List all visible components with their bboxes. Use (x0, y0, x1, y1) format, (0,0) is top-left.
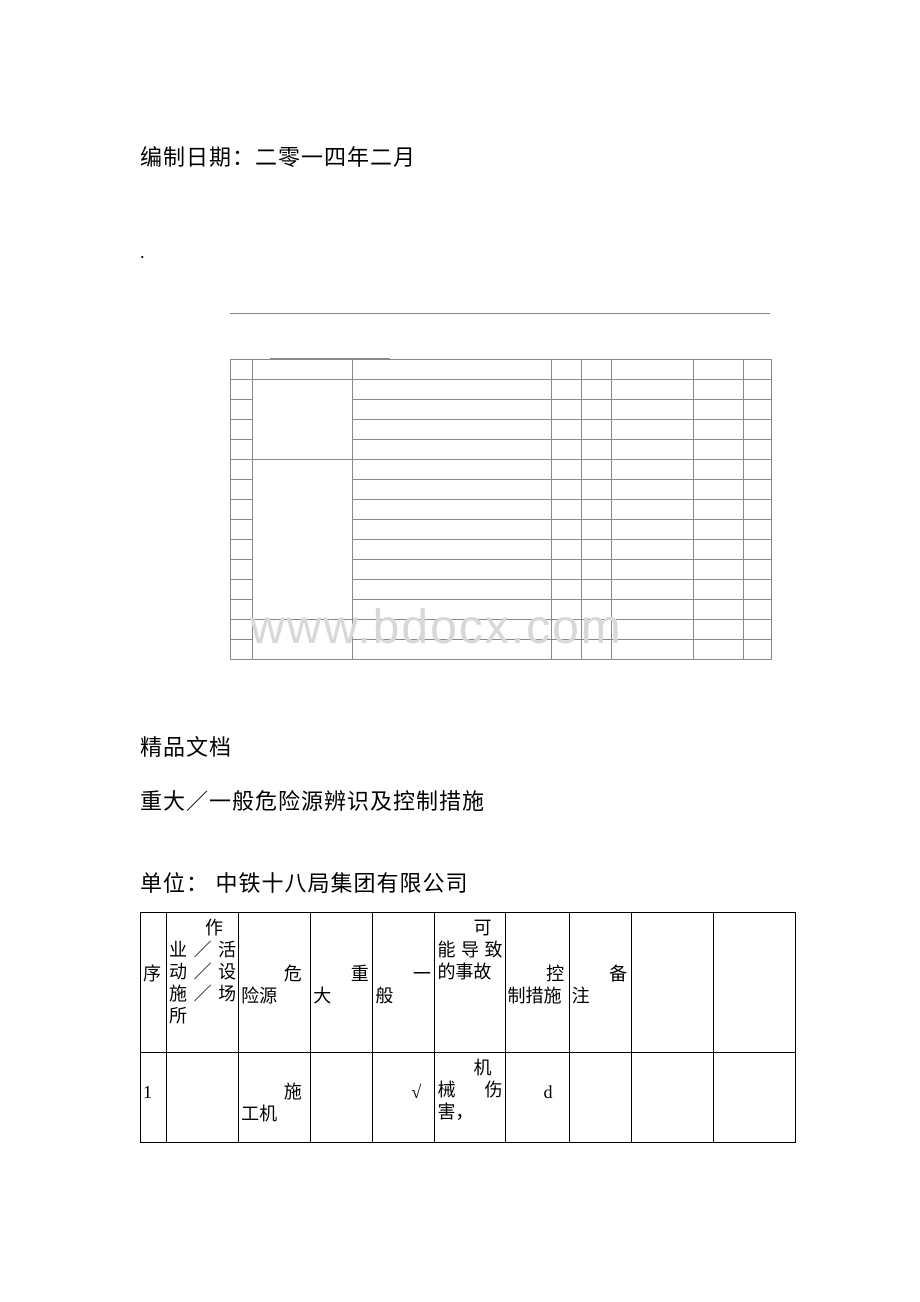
col-blank-1 (631, 913, 713, 1053)
col-accident: 可能导致的事故 (435, 913, 505, 1053)
col-hazard: 危险源 (239, 913, 311, 1053)
unit-line: 单位： 中铁十八局集团有限公司 (140, 866, 780, 898)
compile-date: 编制日期：二零一四年二月 (140, 140, 780, 172)
table-row: 1 施工机 √ 机械伤害， d (141, 1053, 796, 1143)
empty-grid-table (230, 359, 772, 660)
table-row (231, 360, 772, 380)
cell-hazard: 施工机 (239, 1053, 311, 1143)
cell-major (311, 1053, 373, 1143)
cell-remark (569, 1053, 631, 1143)
cell-seq: 1 (141, 1053, 167, 1143)
stray-dot: . (140, 242, 780, 263)
table-row (231, 620, 772, 640)
table-header-row: 序 作业／活动／设施／场所 危险源 重大 一般 可能导致的事故 控制措施 备注 (141, 913, 796, 1053)
col-general: 一般 (373, 913, 435, 1053)
col-remark: 备注 (569, 913, 631, 1053)
cell-accident: 机械伤害， (435, 1053, 505, 1143)
cell-general: √ (373, 1053, 435, 1143)
cell-blank-1 (631, 1053, 713, 1143)
cell-activity (167, 1053, 239, 1143)
col-activity: 作业／活动／设施／场所 (167, 913, 239, 1053)
cell-blank-2 (713, 1053, 795, 1143)
empty-table-top-rule (230, 313, 770, 343)
empty-table-sub-underline (270, 345, 390, 359)
cell-control: d (505, 1053, 569, 1143)
col-major: 重大 (311, 913, 373, 1053)
section-label: 精品文档 (140, 730, 780, 762)
table-row (231, 380, 772, 400)
hazard-table: 序 作业／活动／设施／场所 危险源 重大 一般 可能导致的事故 控制措施 备注 … (140, 912, 796, 1143)
col-blank-2 (713, 913, 795, 1053)
section-title: 重大／一般危险源辨识及控制措施 (140, 784, 780, 816)
col-control: 控制措施 (505, 913, 569, 1053)
table-row (231, 460, 772, 480)
col-seq: 序 (141, 913, 167, 1053)
